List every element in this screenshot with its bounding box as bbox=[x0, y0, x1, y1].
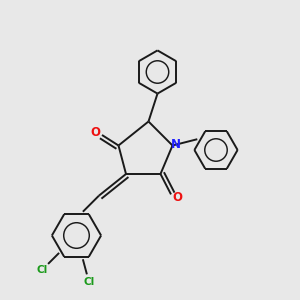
Text: O: O bbox=[172, 191, 183, 204]
Text: N: N bbox=[171, 137, 181, 151]
Text: Cl: Cl bbox=[37, 265, 48, 275]
Text: Cl: Cl bbox=[83, 278, 95, 287]
Text: O: O bbox=[90, 126, 100, 139]
